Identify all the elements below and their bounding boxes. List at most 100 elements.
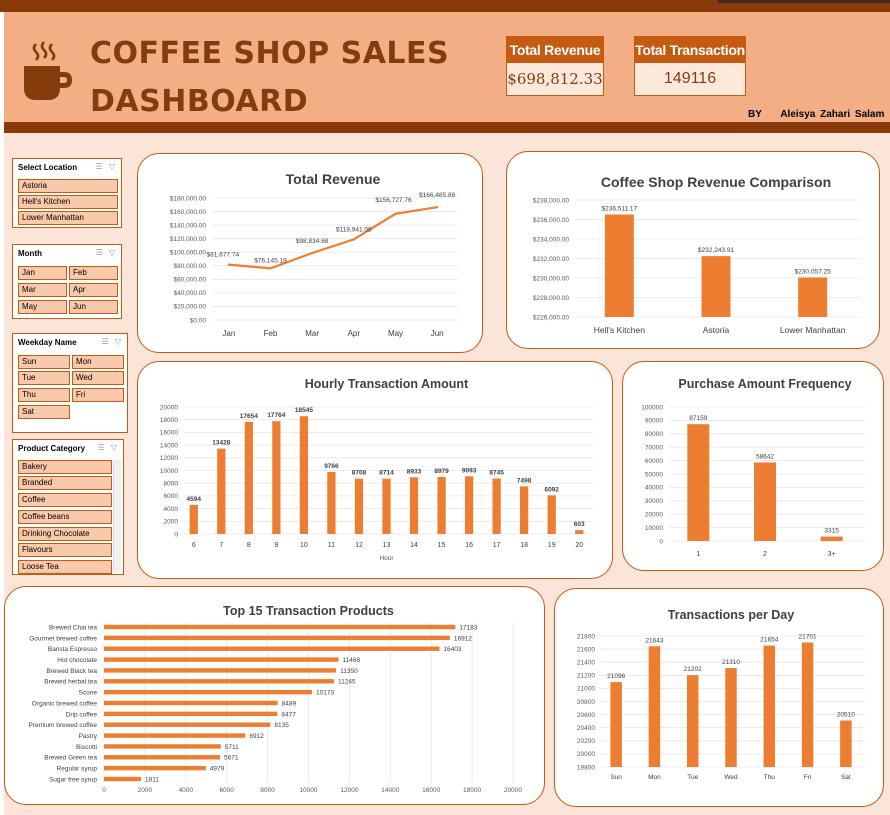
category-label: Wed — [724, 774, 738, 781]
y-tick-label: $232,000.00 — [533, 256, 570, 263]
y-tick-label: 0 — [659, 538, 663, 545]
category-label: 16 — [465, 542, 473, 549]
category-label: Jan — [222, 329, 235, 338]
data-label: 8714 — [379, 470, 394, 477]
slicer-item-mar[interactable]: Mar — [18, 283, 67, 297]
category-label: 10 — [300, 542, 308, 549]
slicer-item-astoria[interactable]: Astoria — [18, 179, 118, 193]
y-tick-label: 6000 — [164, 493, 179, 500]
month-slicer: Month ☰ ▽ Jan Feb Mar Apr May Jun — [12, 244, 122, 319]
slicer-item-sun[interactable]: Sun — [18, 355, 70, 369]
category-label: Sugar free syrup — [49, 776, 97, 783]
category-label: Scone — [79, 690, 98, 697]
x-tick-label: 6000 — [219, 787, 234, 794]
bar-brewed-chai-tea — [104, 624, 456, 630]
purchase-frequency-chart: Purchase Amount Frequency 0 10000 20000 3000… — [641, 377, 865, 558]
data-label: $98,834.68 — [296, 238, 329, 245]
header-divider — [4, 122, 890, 133]
data-label: 9766 — [324, 463, 339, 470]
bar-13 — [382, 478, 391, 534]
category-label: 17 — [493, 542, 501, 549]
slicer-item-lower-manhattan[interactable]: Lower Manhattan — [18, 211, 118, 225]
slicer-scrollbar[interactable] — [113, 460, 121, 572]
total-revenue-card: Total Revenue $698,812.33 — [506, 36, 604, 96]
bar-17 — [492, 478, 501, 534]
slicer-item-feb[interactable]: Feb — [69, 266, 118, 280]
slicer-item-mon[interactable]: Mon — [72, 355, 124, 369]
y-tick-label: 20800 — [577, 699, 595, 706]
x-tick-label: 14000 — [381, 787, 399, 794]
bar-gourmet-brewed-coffee — [104, 635, 450, 641]
filter-icon[interactable]: ☰ ▽ — [101, 337, 123, 346]
title-line-2: DASHBOARD — [90, 84, 309, 119]
data-label: $156,727.76 — [375, 197, 412, 204]
top-bar — [0, 0, 890, 12]
bar-20 — [575, 530, 584, 534]
slicer-item-fri[interactable]: Fri — [72, 388, 124, 402]
y-tick-label: 60000 — [645, 458, 663, 465]
slicer-item-jan[interactable]: Jan — [18, 266, 67, 280]
data-label: 17764 — [267, 412, 285, 419]
category-label: Brewed Chai tea — [49, 624, 97, 631]
category-label: Sat — [841, 774, 851, 781]
bar-19 — [547, 495, 556, 534]
data-label: 8933 — [407, 468, 422, 475]
filter-icon[interactable]: ☰ ▽ — [97, 443, 119, 452]
dashboard-title: COFFEE SHOP SALES DASHBOARD — [90, 30, 449, 126]
top-products-chart: Top 15 Transaction Products 0 2000 4000 6000… — [28, 604, 522, 794]
y-tick-label: 20000 — [645, 512, 663, 519]
y-tick-label: $140,000.00 — [170, 222, 207, 229]
slicer-item-sat[interactable]: Sat — [18, 405, 70, 419]
category-slicer-title: Product Category — [18, 444, 86, 453]
revenue-comparison-chart: Coffee Shop Revenue Comparison $226,000.0… — [533, 174, 861, 335]
y-tick-label: 70000 — [645, 445, 663, 452]
slicer-item-bakery[interactable]: Bakery — [18, 460, 112, 474]
y-tick-label: $20,000.00 — [173, 304, 206, 311]
data-label: $236,511.17 — [601, 206, 637, 213]
x-tick-label: 10000 — [299, 787, 317, 794]
slicer-item-apr[interactable]: Apr — [69, 283, 118, 297]
data-label: 6092 — [544, 486, 559, 493]
slicer-item-loose-tea[interactable]: Loose Tea — [18, 560, 112, 574]
chart-title: Coffee Shop Revenue Comparison — [601, 174, 831, 190]
slicer-item-coffee-beans[interactable]: Coffee beans — [18, 510, 112, 524]
data-label: $118,941.08 — [336, 226, 372, 233]
data-label: 21310 — [722, 659, 740, 666]
slicer-item-flavours[interactable]: Flavours — [18, 543, 112, 557]
y-tick-label: $100,000.00 — [170, 250, 207, 257]
category-label: Lower Manhattan — [780, 325, 846, 335]
total-revenue-card-chart: Total Revenue $0.00 $20,000.00 $40,000.00 $6… — [137, 153, 483, 353]
chart-title: Purchase Amount Frequency — [678, 377, 851, 391]
category-label: 7 — [219, 542, 223, 549]
x-tick-label: 18000 — [463, 787, 481, 794]
category-label: 11 — [328, 542, 335, 549]
category-label: Sun — [610, 774, 622, 781]
slicer-item-may[interactable]: May — [18, 300, 67, 314]
y-tick-label: 21400 — [577, 660, 595, 667]
data-label: 16403 — [443, 646, 461, 653]
data-label: 87159 — [689, 415, 707, 422]
line-point-jun — [435, 205, 439, 209]
bar-7 — [217, 448, 226, 534]
slicer-item-coffee[interactable]: Coffee — [18, 493, 112, 507]
slicer-item-tue[interactable]: Tue — [18, 371, 70, 385]
filter-icon[interactable]: ☰ ▽ — [95, 248, 117, 257]
category-label: Barista Espresso — [48, 646, 98, 653]
slicer-item-branded[interactable]: Branded — [18, 476, 112, 490]
slicer-item-jun[interactable]: Jun — [69, 300, 118, 314]
category-label: Brewed herbal tea — [44, 679, 97, 686]
category-label: Drip coffee — [66, 711, 98, 718]
y-tick-label: 20400 — [577, 725, 595, 732]
chart-title: Top 15 Transaction Products — [223, 604, 394, 618]
slicer-item-drinking-chocolate[interactable]: Drinking Chocolate — [18, 527, 112, 541]
category-label: Premium brewed coffee — [28, 722, 97, 729]
y-tick-label: 21000 — [577, 686, 595, 693]
slicer-item-hells-kitchen[interactable]: Hell's Kitchen — [18, 195, 118, 209]
slicer-item-thu[interactable]: Thu — [18, 388, 70, 402]
slicer-item-wed[interactable]: Wed — [72, 371, 124, 385]
bar-2 — [754, 462, 776, 541]
filter-icon[interactable]: ☰ ▽ — [95, 162, 117, 171]
data-label: 13428 — [212, 440, 230, 447]
y-tick-label: $234,000.00 — [533, 236, 570, 243]
line-point-feb — [269, 267, 272, 270]
